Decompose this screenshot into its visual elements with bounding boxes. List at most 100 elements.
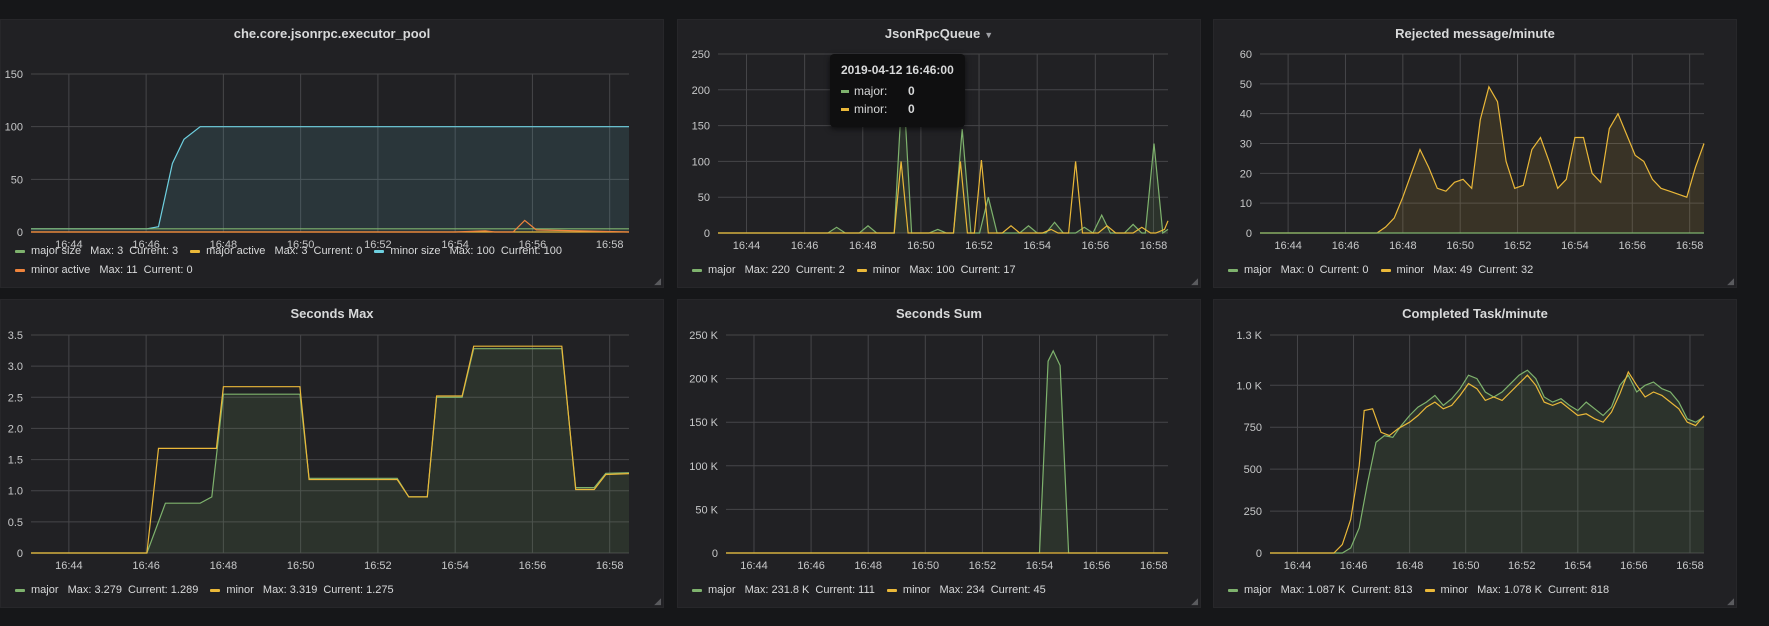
legend-max: Max: 11 (96, 264, 138, 276)
x-tick-label: 16:46 (132, 560, 160, 572)
x-tick-label: 16:48 (854, 560, 882, 572)
x-tick-label: 16:50 (1446, 240, 1474, 252)
legend-item[interactable]: minor Max: 1.078 K Current: 818 (1424, 581, 1610, 600)
panel-title[interactable]: Completed Task/minute (1402, 306, 1548, 321)
panel-completed-task[interactable]: Completed Task/minute 0 250 500 750 1.0 K 1.3… (1213, 299, 1737, 608)
legend-swatch[interactable] (1228, 268, 1238, 272)
legend-label[interactable]: minor (1440, 584, 1469, 596)
legend-item[interactable]: major size Max: 3 Current: 3 (15, 242, 178, 261)
legend-max: Max: 234 (936, 584, 985, 596)
legend-max: Max: 3 (271, 245, 308, 257)
x-tick-label: 16:44 (55, 560, 83, 572)
y-tick-label: 100 K (689, 461, 718, 473)
y-tick-label: 60 (1240, 49, 1252, 61)
legend-swatch[interactable] (886, 588, 897, 592)
series-line-minor-active[interactable] (31, 219, 630, 233)
y-tick-label: 10 (1240, 198, 1252, 210)
executor-pool-chart[interactable]: 0 50 100 150 16:44 16:46 16:48 16:50 16:52 16:54 1… (1, 20, 665, 289)
x-tick-label: 16:56 (1082, 240, 1110, 252)
legend-swatch[interactable] (692, 588, 702, 592)
panel-title[interactable]: Seconds Sum (896, 306, 982, 321)
legend-swatch[interactable] (856, 268, 867, 272)
x-tick-label: 16:44 (733, 240, 761, 252)
resize-handle-icon[interactable]: ◢ (1191, 596, 1198, 606)
legend-swatch[interactable] (15, 268, 25, 272)
legend-label[interactable]: minor (872, 264, 901, 276)
legend-label[interactable]: minor (902, 584, 931, 596)
x-tick-label: 16:52 (1504, 240, 1532, 252)
x-tick-label: 16:54 (1561, 240, 1589, 252)
panel-seconds-max[interactable]: Seconds Max 0 0.5 1.0 1.5 2.0 2.5 3.0 3.5 16:44 1… (0, 299, 664, 608)
legend-swatch[interactable] (15, 249, 25, 253)
series-line-minor[interactable] (1270, 370, 1705, 554)
resize-handle-icon[interactable]: ◢ (654, 596, 661, 606)
x-tick-label: 16:44 (740, 560, 768, 572)
legend-swatch[interactable] (190, 249, 201, 253)
legend-item[interactable]: major Max: 3.279 Current: 1.289 (15, 581, 198, 600)
json-rpc-queue-chart[interactable]: 0 50 100 150 200 250 16:44 16:46 16:48 16:50 16:52… (678, 20, 1202, 289)
legend-current: Current: 100 (500, 245, 563, 257)
resize-handle-icon[interactable]: ◢ (1727, 596, 1734, 606)
legend-max: Max: 49 (1430, 264, 1473, 276)
resize-handle-icon[interactable]: ◢ (1727, 276, 1734, 286)
legend-current: Current: 818 (1547, 584, 1610, 596)
resize-handle-icon[interactable]: ◢ (1191, 276, 1198, 286)
legend-swatch[interactable] (692, 268, 702, 272)
x-tick-label: 16:48 (210, 560, 238, 572)
legend-label[interactable]: major (708, 264, 736, 276)
panel-title[interactable]: JsonRpcQueue ▼ (678, 26, 1200, 41)
legend-label[interactable]: minor active (31, 264, 91, 276)
legend-swatch[interactable] (1228, 588, 1238, 592)
seconds-max-chart[interactable]: 0 0.5 1.0 1.5 2.0 2.5 3.0 3.5 16:44 16:46 16:48 16:… (1, 300, 665, 609)
panel-title-text[interactable]: JsonRpcQueue (884, 26, 981, 41)
legend-swatch[interactable] (1424, 588, 1435, 592)
series-line-minor[interactable] (718, 159, 1169, 234)
legend-item[interactable]: major Max: 220 Current: 2 (692, 261, 845, 280)
panel-title[interactable]: Seconds Max (290, 306, 374, 321)
legend-label[interactable]: minor (1396, 264, 1425, 276)
legend-swatch[interactable] (210, 588, 221, 592)
legend-current: Current: 1.289 (128, 584, 199, 596)
legend-swatch[interactable] (1380, 268, 1391, 272)
legend-label[interactable]: minor size (390, 245, 441, 257)
series-line-major[interactable] (1270, 369, 1705, 554)
legend-item[interactable]: minor Max: 100 Current: 17 (856, 261, 1016, 280)
legend-label[interactable]: major size (31, 245, 82, 257)
legend-item[interactable]: major Max: 1.087 K Current: 813 (1228, 581, 1413, 600)
rejected-message-chart[interactable]: 0 10 20 30 40 50 60 16:44 16:46 16:48 16:50 16:52 16… (1214, 20, 1738, 289)
panel-title[interactable]: Rejected message/minute (1395, 26, 1555, 41)
legend-label[interactable]: major (1244, 264, 1272, 276)
panel-title[interactable]: che.core.jsonrpc.executor_pool (233, 26, 431, 41)
panel-rejected-message[interactable]: Rejected message/minute 0 10 20 30 40 50 60 16:… (1213, 19, 1737, 288)
resize-handle-icon[interactable]: ◢ (654, 276, 661, 286)
x-tick-label: 16:50 (287, 239, 315, 251)
series-line-minor[interactable] (31, 345, 630, 554)
x-tick-label: 16:56 (1083, 560, 1111, 572)
legend-item[interactable]: major Max: 231.8 K Current: 111 (692, 581, 875, 600)
legend-label[interactable]: major (708, 584, 736, 596)
legend-item[interactable]: minor Max: 3.319 Current: 1.275 (210, 581, 394, 600)
legend-label[interactable]: major (31, 584, 59, 596)
legend-item[interactable]: major active Max: 3 Current: 0 (190, 242, 362, 261)
legend-item[interactable]: minor Max: 234 Current: 45 (886, 581, 1046, 600)
legend-item[interactable]: minor Max: 49 Current: 32 (1380, 261, 1533, 280)
series-line-major[interactable] (726, 349, 1168, 554)
legend-current: Current: 0 (143, 264, 193, 276)
caret-down-icon[interactable]: ▼ (984, 30, 994, 40)
legend-label[interactable]: minor (226, 584, 254, 596)
legend-item[interactable]: major Max: 0 Current: 0 (1228, 261, 1369, 280)
legend-item[interactable]: minor active Max: 11 Current: 0 (15, 261, 193, 280)
legend-current: Current: 2 (795, 264, 845, 276)
completed-task-chart[interactable]: 0 250 500 750 1.0 K 1.3 K 16:44 16:46 16:48 16:50… (1214, 300, 1738, 609)
legend-label[interactable]: major active (206, 245, 266, 257)
panel-seconds-sum[interactable]: Seconds Sum 0 50 K 100 K 150 K 200 K 250 K 16:… (677, 299, 1201, 608)
legend-swatch[interactable] (374, 249, 385, 253)
seconds-sum-chart[interactable]: 0 50 K 100 K 150 K 200 K 250 K 16:44 16:46 16:48… (678, 300, 1202, 609)
panel-executor-pool[interactable]: che.core.jsonrpc.executor_pool 0 50 100 150… (0, 19, 664, 288)
legend-swatch[interactable] (15, 588, 25, 592)
legend-label[interactable]: major (1244, 584, 1272, 596)
grid: 0 250 500 750 1.0 K 1.3 K 16:44 16:46 16:48 16:50… (1236, 330, 1704, 572)
x-tick-label: 16:46 (791, 240, 819, 252)
legend-item[interactable]: minor size Max: 100 Current: 100 (374, 242, 562, 261)
series-line-minor[interactable] (1260, 85, 1705, 234)
